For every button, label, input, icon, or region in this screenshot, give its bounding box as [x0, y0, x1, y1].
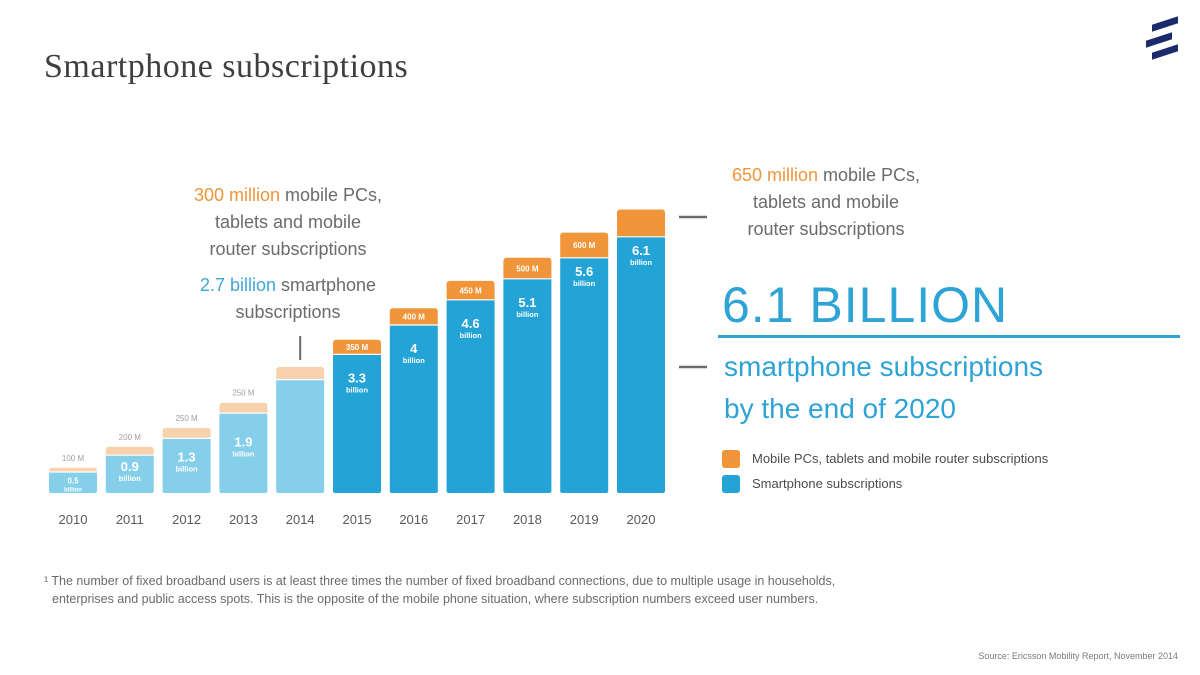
ericsson-logo-icon: [1146, 16, 1178, 60]
bar-mobile-pcs-2020: [617, 209, 665, 241]
footnote: ¹ The number of fixed broadband users is…: [44, 572, 1144, 608]
data-label-mobile-pcs-2016: 400 M: [403, 313, 426, 322]
callout-2020: 650 million mobile PCs, tablets and mobi…: [706, 162, 946, 243]
x-tick-label-2010: 2010: [59, 512, 88, 527]
data-label-smartphones-2011: 0.9: [121, 459, 139, 474]
x-tick-label-2020: 2020: [627, 512, 656, 527]
data-label-smartphones-2017: 4.6: [462, 316, 480, 331]
bar-smartphones-2016: [389, 325, 438, 493]
callout-2020-line3: router subscriptions: [747, 219, 905, 239]
callout-2014-line2: tablets and mobile: [214, 212, 362, 232]
legend-swatch-orange: [722, 449, 740, 468]
bar-mobile-pcs-2016: [389, 308, 438, 329]
bar-smartphones-2012: [162, 438, 211, 493]
callout-2014-line1: 300 million mobile PCs,: [193, 185, 383, 205]
data-label-mobile-pcs-2019: 600 M: [573, 241, 596, 250]
data-label-mobile-pcs-2017: 450 M: [459, 286, 482, 295]
legend-item-smartphone: Smartphone subscriptions: [722, 471, 1048, 496]
data-label-smartphones-2013: 1.9: [234, 435, 252, 450]
x-tick-label-2016: 2016: [399, 512, 428, 527]
x-tick-label-2014: 2014: [286, 512, 315, 527]
bar-smartphones-2013: [219, 413, 268, 493]
x-tick-label-2011: 2011: [116, 512, 144, 527]
data-label-unit-2016: billion: [403, 356, 425, 365]
data-label-smartphones-2020: 6.1: [632, 243, 650, 258]
data-label-mobile-pcs-2018: 500 M: [516, 264, 539, 273]
data-label-unit-2020: billion: [630, 258, 652, 267]
callout-2014-line4: 2.7 billion smartphone: [199, 275, 377, 295]
data-label-smartphones-2016: 4: [410, 341, 418, 356]
x-tick-label-2013: 2013: [229, 512, 258, 527]
callout-2014-line5: subscriptions: [235, 302, 341, 322]
data-label-mobile-pcs-2011: 200 M: [119, 433, 142, 442]
x-tick-label-2019: 2019: [570, 512, 599, 527]
callout-2020-line1: 650 million mobile PCs,: [731, 165, 921, 185]
headline-number: 6.1 BILLION: [722, 277, 1009, 333]
data-label-unit-2018: billion: [516, 310, 538, 319]
data-label-unit-2012: billion: [176, 464, 198, 473]
bar-mobile-pcs-2018: [503, 257, 552, 283]
headline-line2: by the end of 2020: [724, 393, 956, 424]
data-label-unit-2017: billion: [460, 331, 482, 340]
x-tick-label-2012: 2012: [172, 512, 201, 527]
bar-mobile-pcs-2019: [560, 232, 609, 262]
legend-label: Mobile PCs, tablets and mobile router su…: [752, 451, 1049, 466]
data-label-smartphones-2012: 1.3: [178, 449, 196, 464]
bar-smartphones-2019: [560, 257, 609, 493]
bar-smartphones-2017: [446, 299, 495, 493]
data-label-mobile-pcs-2010: 100 M: [62, 454, 85, 463]
data-label-mobile-pcs-2013: 250 M: [232, 389, 255, 398]
legend-item-mobile-pcs: Mobile PCs, tablets and mobile router su…: [722, 446, 1048, 471]
source-note: Source: Ericsson Mobility Report, Novemb…: [978, 651, 1178, 661]
data-label-unit-2013: billion: [232, 450, 254, 459]
data-label-smartphones-2018: 5.1: [518, 295, 536, 310]
x-tick-label-2015: 2015: [343, 512, 372, 527]
bar-smartphones-2014: [276, 379, 325, 493]
bar-smartphones-2011: [105, 455, 154, 493]
legend-swatch-blue: [722, 474, 740, 493]
headline-divider: [718, 335, 1180, 338]
headline-subtitle: smartphone subscriptions by the end of 2…: [724, 346, 1043, 430]
headline-line1: smartphone subscriptions: [724, 351, 1044, 382]
footnote-line2: enterprises and public access spots. Thi…: [52, 592, 819, 606]
bar-mobile-pcs-2015: [333, 339, 381, 359]
data-label-unit-2015: billion: [346, 385, 368, 394]
chart-legend: Mobile PCs, tablets and mobile router su…: [722, 446, 1048, 496]
data-label-mobile-pcs-2012: 250 M: [175, 414, 198, 423]
data-label-unit-2019: billion: [573, 279, 595, 288]
data-label-smartphones-2010: 0.5: [67, 477, 79, 486]
data-label-unit-2011: billion: [119, 474, 141, 483]
legend-label: Smartphone subscriptions: [752, 476, 903, 491]
footnote-line1: ¹ The number of fixed broadband users is…: [44, 574, 836, 588]
bar-smartphones-2020: [617, 236, 665, 494]
data-label-unit-2010: billion: [64, 488, 82, 494]
data-label-mobile-pcs-2015: 350 M: [346, 343, 369, 352]
bar-mobile-pcs-2017: [446, 280, 495, 304]
bar-smartphones-2015: [333, 354, 381, 493]
data-label-smartphones-2015: 3.3: [348, 370, 366, 385]
bar-smartphones-2018: [503, 278, 552, 493]
page-title: Smartphone subscriptions: [44, 48, 409, 85]
callout-2020-line2: tablets and mobile: [752, 192, 900, 212]
callout-2014: 300 million mobile PCs, tablets and mobi…: [168, 182, 408, 326]
callout-2014-line3: router subscriptions: [209, 239, 367, 259]
x-tick-label-2017: 2017: [456, 512, 485, 527]
bar-smartphones-2010: [49, 472, 97, 493]
x-tick-label-2018: 2018: [513, 512, 542, 527]
data-label-smartphones-2019: 5.6: [575, 264, 593, 279]
